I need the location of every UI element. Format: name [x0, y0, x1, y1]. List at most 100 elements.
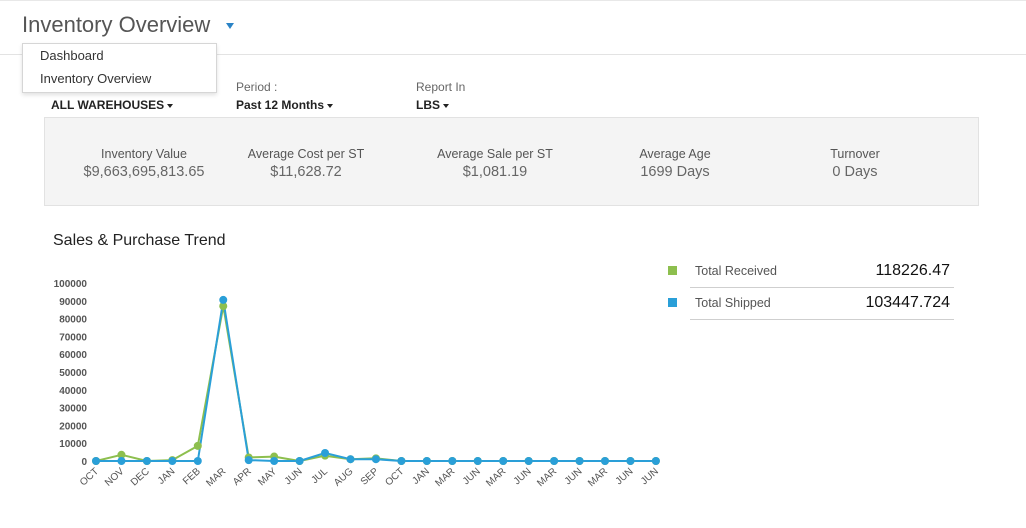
chart-title: Sales & Purchase Trend: [53, 232, 226, 249]
page-switch-menu: Dashboard Inventory Overview: [22, 43, 217, 93]
x-tick-label: DEC: [129, 466, 152, 488]
period-filter-label: Period :: [236, 80, 278, 94]
legend-value-received: 118226.47: [875, 262, 950, 279]
x-tick-label: OCT: [383, 466, 406, 488]
y-tick-label: 20000: [59, 421, 87, 432]
x-tick-label: JUN: [512, 466, 534, 487]
shipped-point: [473, 457, 482, 465]
kpi-value: 0 Days: [832, 164, 878, 180]
y-tick-label: 80000: [59, 315, 87, 326]
kpi-value: $1,081.19: [462, 164, 528, 180]
x-tick-label: APR: [231, 466, 254, 488]
legend-item-received[interactable]: Total Received 118226.47: [668, 256, 954, 288]
shipped-point: [346, 455, 355, 464]
top-divider: [0, 0, 1026, 1]
kpi-value: $11,628.72: [270, 164, 342, 180]
title-dropdown-caret-icon[interactable]: [226, 23, 234, 29]
shipped-point: [219, 295, 228, 304]
y-tick-label: 40000: [59, 386, 87, 397]
x-tick-label: MAR: [535, 466, 559, 489]
received-line: [95, 305, 656, 462]
shipped-point: [168, 457, 177, 465]
warehouse-select[interactable]: ALL WAREHOUSES: [51, 98, 174, 112]
legend-value-shipped: 103447.724: [865, 294, 950, 311]
shipped-point: [270, 457, 279, 465]
period-select[interactable]: Past 12 Months: [236, 98, 334, 112]
shipped-line: [96, 298, 656, 462]
menu-item-inventory-overview[interactable]: Inventory Overview: [40, 71, 152, 86]
y-tick-label: 50000: [59, 368, 87, 379]
x-tick-label: JUN: [639, 466, 661, 487]
x-tick-label: JUL: [309, 466, 330, 486]
shipped-point: [651, 457, 660, 465]
x-tick-label: JUN: [563, 466, 585, 487]
kpi-value: $9,663,695,813.65: [83, 164, 205, 180]
warehouse-filter: ALL WAREHOUSES: [51, 80, 174, 112]
caret-down-icon: [327, 103, 334, 108]
period-select-value: Past 12 Months: [236, 98, 325, 112]
legend-swatch-shipped: [668, 298, 677, 307]
kpi-average-sale: Average Sale per ST $1,081.19: [405, 147, 585, 180]
x-tick-label: JUN: [461, 466, 483, 487]
shipped-point: [193, 457, 202, 465]
x-tick-label: JAN: [156, 466, 177, 487]
shipped-point: [524, 457, 533, 465]
shipped-point: [397, 457, 406, 465]
kpi-label: Turnover: [830, 147, 880, 161]
shipped-point: [499, 457, 508, 465]
caret-down-icon: [443, 103, 449, 108]
y-tick-label: 0: [81, 457, 87, 468]
kpi-label: Inventory Value: [101, 147, 187, 161]
shipped-point: [448, 457, 457, 465]
menu-item-dashboard[interactable]: Dashboard: [40, 48, 104, 63]
report-unit-label: Report In: [416, 80, 466, 94]
legend-label-shipped: Total Shipped: [695, 296, 771, 310]
shipped-point: [92, 457, 100, 465]
caret-down-icon: [167, 103, 174, 108]
shipped-point: [550, 457, 559, 465]
x-tick-label: MAR: [586, 466, 610, 489]
page-title[interactable]: Inventory Overview: [22, 12, 211, 37]
shipped-point: [321, 448, 330, 457]
x-tick-label: JAN: [410, 466, 431, 487]
kpi-average-age: Average Age 1699 Days: [585, 147, 765, 180]
x-tick-label: OCT: [78, 466, 101, 488]
x-tick-label: JUN: [283, 466, 305, 487]
y-tick-label: 10000: [59, 439, 87, 450]
kpi-value: 1699 Days: [640, 164, 710, 180]
shipped-point: [295, 457, 304, 465]
shipped-point: [142, 457, 151, 465]
received-point: [193, 441, 202, 450]
kpi-turnover: Turnover 0 Days: [765, 147, 945, 180]
report-unit-select[interactable]: LBS: [416, 98, 465, 112]
y-tick-label: 70000: [59, 332, 87, 343]
shipped-point: [422, 457, 431, 465]
legend-label-received: Total Received: [695, 264, 777, 278]
period-filter: Period : Past 12 Months: [236, 80, 334, 112]
sales-purchase-chart: 0 10000 20000 30000 40000 50000 60000 70000 8000…: [54, 279, 661, 489]
x-tick-label: NOV: [103, 466, 127, 489]
kpi-label: Average Sale per ST: [437, 147, 553, 161]
x-tick-label: SEP: [359, 466, 381, 488]
received-point: [117, 450, 126, 459]
received-point: [219, 302, 228, 311]
kpi-panel: Inventory Value $9,663,695,813.65 Averag…: [44, 117, 979, 206]
kpi-inventory-value: Inventory Value $9,663,695,813.65: [54, 147, 234, 180]
y-tick-label: 90000: [59, 297, 87, 308]
y-tick-label: 60000: [59, 350, 87, 361]
y-tick-label: 100000: [54, 279, 88, 290]
x-tick-label: MAR: [484, 466, 508, 489]
shipped-point: [626, 457, 635, 465]
shipped-point: [575, 457, 584, 465]
kpi-average-cost: Average Cost per ST $11,628.72: [216, 147, 396, 180]
x-tick-label: MAR: [204, 466, 228, 489]
kpi-label: Average Age: [639, 147, 711, 161]
x-tick-label: AUG: [332, 466, 356, 489]
x-tick-label: MAY: [256, 466, 279, 488]
report-unit-value: LBS: [416, 98, 440, 112]
shipped-point: [371, 455, 380, 464]
legend-item-shipped[interactable]: Total Shipped 103447.724: [668, 288, 954, 320]
warehouse-select-value: ALL WAREHOUSES: [51, 98, 165, 112]
x-tick-label: JUN: [614, 466, 636, 487]
x-tick-label: FEB: [181, 466, 203, 487]
